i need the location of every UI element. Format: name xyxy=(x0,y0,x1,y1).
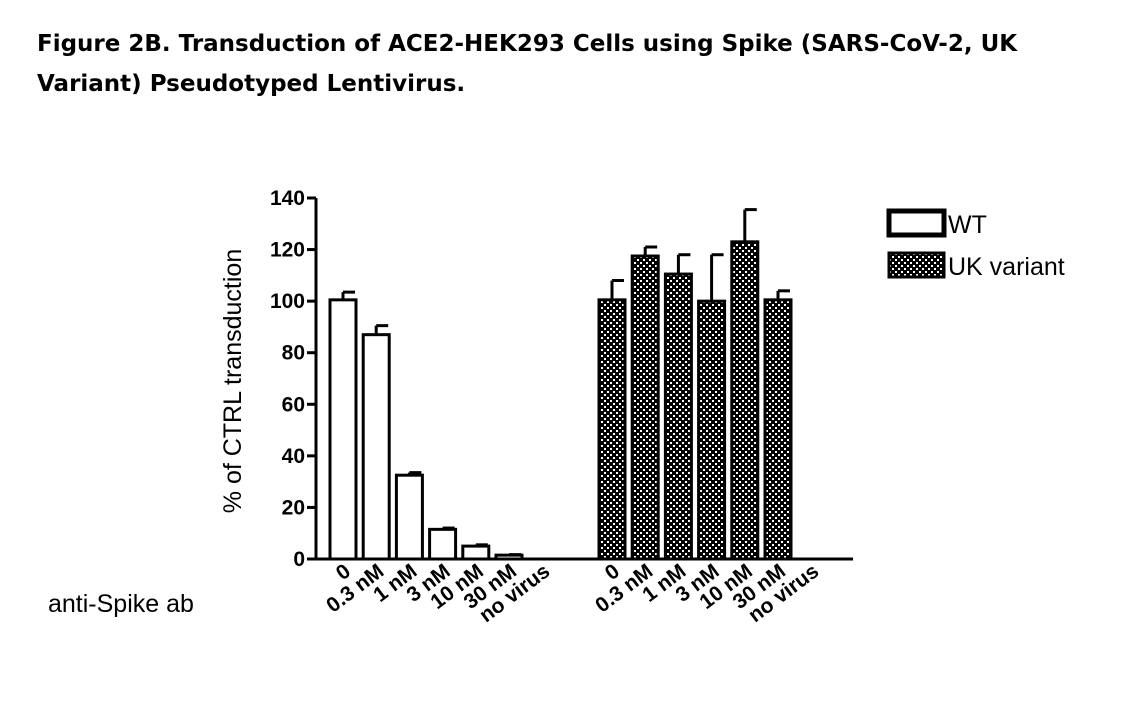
y-tick-label-60: 60 xyxy=(282,393,305,416)
bar-wt-0-3-nm xyxy=(361,333,391,561)
y-tick-label-80: 80 xyxy=(282,342,305,365)
legend-label-wt: WT xyxy=(948,211,987,239)
bar-wt-1-nm xyxy=(394,473,424,561)
y-axis-title: % of CTRL transduction xyxy=(219,249,247,513)
bar-wt-3-nm xyxy=(428,527,458,561)
bar-uk-variant-3-nm xyxy=(697,299,727,561)
y-tick-label-40: 40 xyxy=(282,445,305,468)
bar-wt-0 xyxy=(328,298,358,561)
y-tick-label-20: 20 xyxy=(282,496,305,519)
figure-title: Figure 2B. Transduction of ACE2-HEK293 C… xyxy=(37,31,1018,97)
y-ticks: 0 20 40 60 80 100 120 140 xyxy=(270,187,316,571)
bar-uk-variant-0-3-nm xyxy=(630,254,660,561)
legend-swatch-uk-variant xyxy=(887,251,946,279)
y-tick-label-120: 120 xyxy=(270,239,305,262)
x-axis-title: anti-Spike ab xyxy=(48,590,194,618)
error-bars xyxy=(341,208,790,557)
legend: WT UK variant xyxy=(886,208,1065,281)
bar-uk-variant-10-nm xyxy=(730,240,760,561)
bar-wt-10-nm xyxy=(461,544,491,561)
y-tick-label-0: 0 xyxy=(293,548,305,571)
y-tick-label-100: 100 xyxy=(270,290,305,313)
legend-label-uk-variant: UK variant xyxy=(948,253,1065,281)
bar-uk-variant-0 xyxy=(597,298,627,561)
y-tick-label-140: 140 xyxy=(270,187,305,210)
bars xyxy=(328,240,793,561)
bar-uk-variant-30-nm xyxy=(763,298,793,561)
legend-swatch-wt xyxy=(886,208,947,238)
bar-uk-variant-1-nm xyxy=(663,272,693,561)
